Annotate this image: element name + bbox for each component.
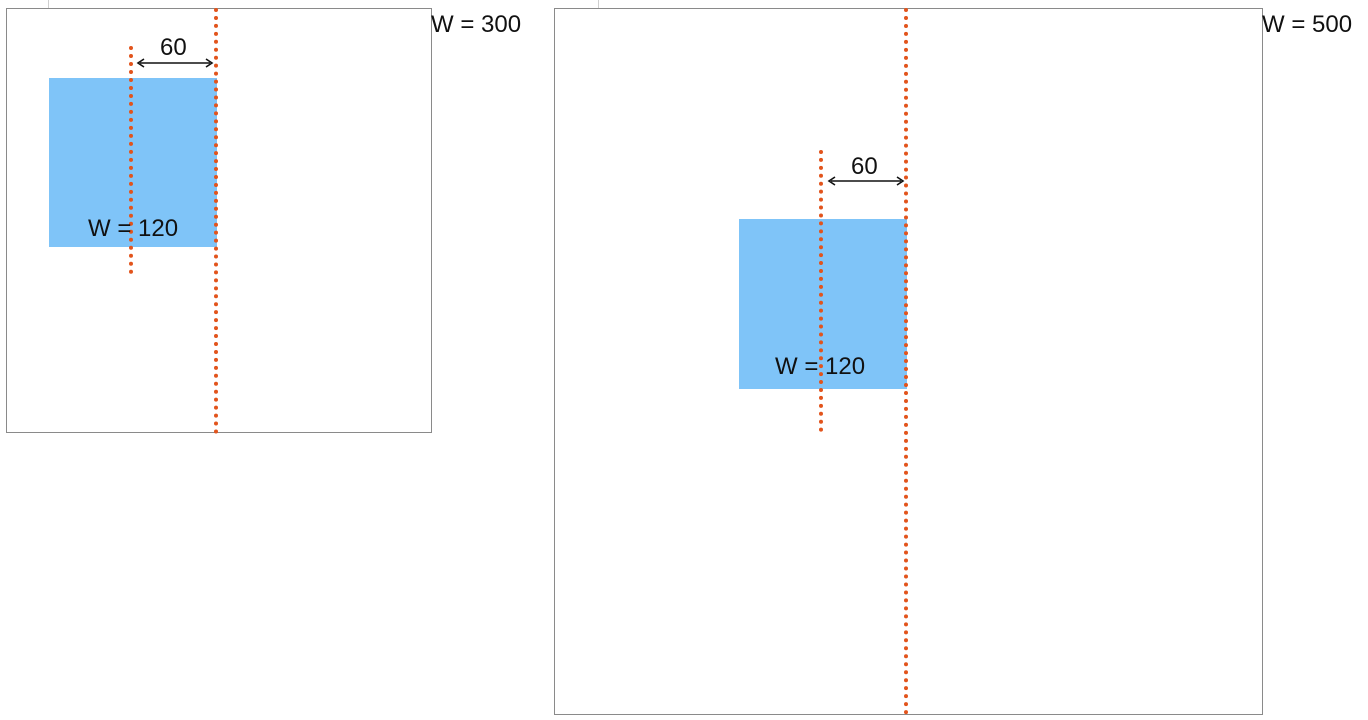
container-frame-2 (554, 8, 1263, 715)
guide-line-center-1 (129, 46, 133, 274)
guide-line-center-2 (819, 150, 823, 432)
offset-label-1: 60 (160, 34, 187, 61)
box-label-2: W = 120 (775, 353, 866, 380)
offset-arrow-1 (136, 58, 214, 68)
inner-box-2 (739, 219, 907, 389)
top-tick-left (48, 0, 49, 8)
container-label-2: W = 500 (1262, 11, 1353, 38)
offset-arrow-2 (827, 176, 905, 186)
guide-line-edge-2 (904, 8, 908, 715)
top-tick-right (598, 0, 599, 8)
box-label-1: W = 120 (88, 215, 179, 242)
offset-label-2: 60 (851, 153, 878, 180)
inner-box-1 (49, 78, 217, 247)
container-label-1: W = 300 (431, 11, 522, 38)
guide-line-edge-1 (214, 8, 218, 434)
